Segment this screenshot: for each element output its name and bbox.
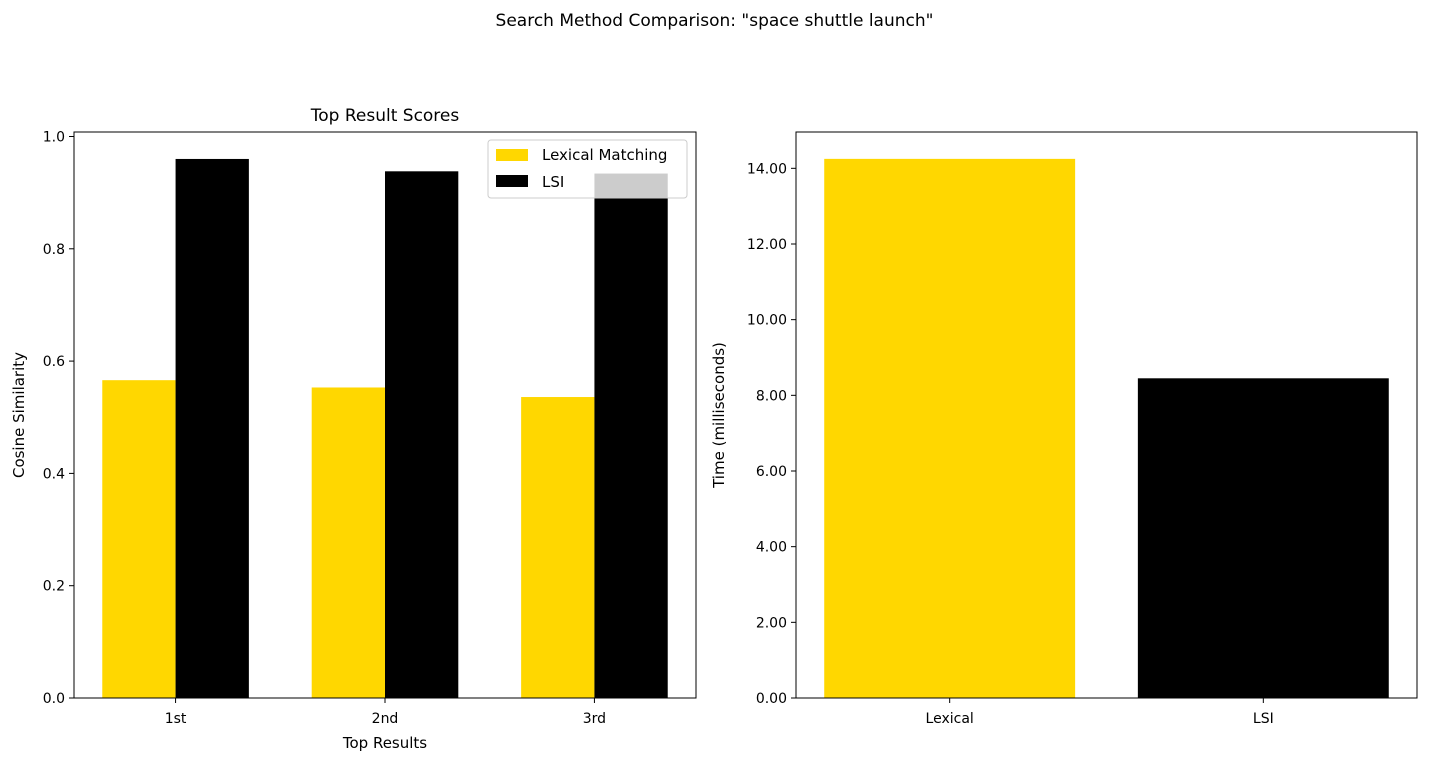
y-tick-label: 0.4 <box>43 466 65 482</box>
bar-lsi-1st <box>175 158 249 698</box>
legend-box <box>487 139 688 199</box>
y-tick-label: 0.8 <box>43 242 65 258</box>
time-y-ticks: 0.00 2.00 4.00 6.00 8.00 10.00 12.00 14.00 <box>747 161 796 707</box>
time-x-ticks: Lexical LSI <box>926 698 1274 727</box>
bar-lexical-3rd <box>521 397 595 698</box>
y-tick-label: 14.00 <box>747 161 787 177</box>
y-tick-label: 12.00 <box>747 237 787 253</box>
x-tick-label: 3rd <box>583 711 606 727</box>
similarity-chart: Top Result Scores 0.0 0.2 0.4 0.6 0.8 1.0 1st… <box>10 106 697 752</box>
bar-time-lexical <box>824 158 1076 698</box>
time-plot-area <box>795 131 1418 699</box>
time-chart: 0.00 2.00 4.00 6.00 8.00 10.00 12.00 14.00 Lexi… <box>710 131 1418 727</box>
y-tick-label: 0.6 <box>43 354 65 370</box>
x-tick-label: LSI <box>1253 711 1274 727</box>
similarity-chart-title: Top Result Scores <box>310 106 460 126</box>
bar-lsi-3rd <box>594 173 668 699</box>
bar-lexical-1st <box>102 380 176 698</box>
y-tick-label: 0.00 <box>756 691 787 707</box>
bar-time-lsi <box>1137 378 1389 698</box>
figure-title: Search Method Comparison: "space shuttle… <box>496 11 934 31</box>
bar-lexical-2nd <box>311 387 385 698</box>
time-bars <box>824 158 1389 698</box>
y-tick-label: 1.0 <box>43 129 65 145</box>
bar-lsi-2nd <box>385 171 459 699</box>
y-tick-label: 4.00 <box>756 540 787 556</box>
x-tick-label: 1st <box>165 711 187 727</box>
legend: Lexical Matching LSI <box>487 139 688 199</box>
x-tick-label: Lexical <box>926 711 974 727</box>
similarity-y-ticks: 0.0 0.2 0.4 0.6 0.8 1.0 <box>43 129 74 707</box>
similarity-x-ticks: 1st 2nd 3rd <box>165 698 606 727</box>
legend-label-lexical: Lexical Matching <box>542 146 667 164</box>
x-tick-label: 2nd <box>372 711 399 727</box>
legend-swatch-lexical <box>496 149 528 161</box>
y-tick-label: 8.00 <box>756 388 787 404</box>
similarity-y-axis-label: Cosine Similarity <box>10 352 28 478</box>
y-tick-label: 0.2 <box>43 579 65 595</box>
similarity-x-axis-label: Top Results <box>342 734 427 752</box>
time-y-axis-label: Time (milliseconds) <box>710 342 728 489</box>
y-tick-label: 0.0 <box>43 691 65 707</box>
similarity-bars <box>102 158 668 699</box>
y-tick-label: 6.00 <box>756 464 787 480</box>
y-tick-label: 2.00 <box>756 615 787 631</box>
legend-swatch-lsi <box>496 175 528 187</box>
y-tick-label: 10.00 <box>747 313 787 329</box>
legend-label-lsi: LSI <box>542 173 564 191</box>
